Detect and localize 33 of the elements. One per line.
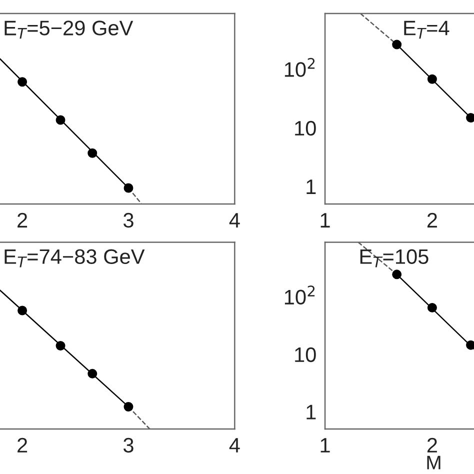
y-tick-label: 10$^{2}$ <box>284 286 315 305</box>
point <box>392 270 402 280</box>
point <box>392 40 402 50</box>
chart-title: E$_{T}$=74−83 GeV <box>4 249 145 268</box>
point <box>88 368 98 378</box>
point <box>56 341 66 351</box>
y-tick-label: 1 <box>306 180 316 194</box>
x-tick-label: 2 <box>18 438 28 452</box>
point <box>18 77 28 87</box>
y-tick-label: 10 <box>295 120 316 136</box>
x-tick-label: 2 <box>18 212 28 228</box>
y-tick-label: 1 <box>306 404 316 420</box>
y-tick-label: 10$^{2}$ <box>284 58 315 77</box>
x-tick-label: 1 <box>320 213 330 228</box>
x-tick-label: 2 <box>427 212 437 228</box>
chart-title: E$_{T}$=5−29 GeV <box>4 20 134 39</box>
point <box>124 183 134 193</box>
point <box>18 306 28 316</box>
chart-title: E$_{T}$=105 <box>360 249 428 268</box>
x-tick-label: 4 <box>229 438 240 452</box>
point <box>56 115 66 125</box>
x-axis-title: M <box>427 456 440 470</box>
point <box>88 148 98 158</box>
x-tick-label: 3 <box>123 212 134 228</box>
point <box>427 74 437 84</box>
x-tick-label: 2 <box>427 438 437 452</box>
point <box>427 302 437 312</box>
x-tick-label: 4 <box>229 213 240 228</box>
x-tick-label: 1 <box>320 438 330 452</box>
y-tick-label: 10 <box>295 347 316 362</box>
x-tick-label: 3 <box>123 438 134 453</box>
chart-title: E$_{T}$=4 <box>404 20 450 39</box>
point <box>124 402 134 412</box>
